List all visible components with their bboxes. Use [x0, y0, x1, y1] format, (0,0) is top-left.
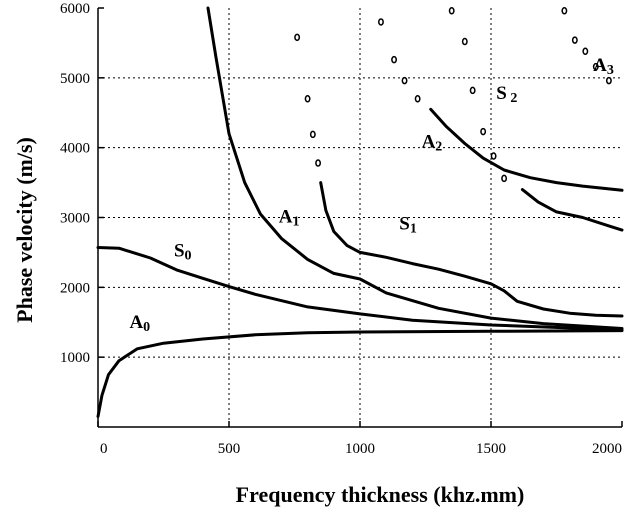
series-label-1: S0 [174, 241, 192, 264]
series-4-line [429, 107, 624, 192]
y-tick-label-4000: 4000 [60, 141, 90, 157]
series-0-line [96, 329, 624, 418]
series-3-line [319, 181, 624, 318]
y-tick-label-5000: 5000 [60, 71, 90, 87]
grid-layer [98, 8, 622, 427]
series-1-line [96, 246, 624, 332]
series-label-6-main: A [593, 55, 607, 76]
x-axis-title: Frequency thickness (khz.mm) [236, 482, 525, 507]
series-layer [96, 6, 624, 418]
series-label-3-sub: 1 [410, 221, 417, 236]
series-label-6-sub: 3 [607, 63, 614, 78]
series-6-point-5 [391, 55, 398, 64]
x-tick-label-500: 500 [218, 441, 241, 457]
series-6-point-12 [490, 152, 497, 160]
series-label-4-main: A [422, 132, 436, 153]
series-6-point-11 [480, 127, 487, 136]
series-label-2-sub: 1 [293, 214, 300, 229]
x-tick-label-2000: 2000 [592, 441, 622, 457]
y-tick-label-6000: 6000 [60, 1, 90, 17]
x-tick-label-1500: 1500 [476, 441, 506, 457]
series-label-2-main: A [279, 206, 293, 227]
series-6-point-15 [571, 36, 578, 44]
series-6-point-13 [501, 174, 508, 183]
series-label-5: S 2 [496, 83, 517, 106]
series-label-0-main: A [129, 312, 143, 333]
y-tick-label-2000: 2000 [60, 280, 90, 296]
x-tick-label-1000: 1000 [345, 441, 375, 457]
series-label-6: A3 [593, 55, 614, 78]
series-6-point-0 [294, 33, 301, 42]
series-6-point-3 [315, 159, 322, 167]
series-label-1-main: S [174, 241, 185, 262]
series-6-point-8 [448, 7, 455, 15]
series-label-4-sub: 2 [435, 140, 442, 155]
series-label-5-sub: 2 [507, 91, 518, 106]
series-6-point-10 [469, 86, 476, 95]
y-tick-label-3000: 3000 [60, 211, 90, 227]
series-6-point-18 [605, 76, 612, 85]
series-6-point-16 [582, 47, 589, 56]
series-label-1-sub: 0 [185, 249, 192, 264]
series-2-line [206, 6, 624, 330]
series-5-line [520, 188, 624, 232]
axes-layer: 1000 2000 3000 4000 5000 6000 0 500 1000 1500 2000 [60, 1, 623, 457]
series-label-3-main: S [399, 213, 410, 234]
series-label-4: A2 [422, 132, 443, 155]
x-tick-label-0: 0 [100, 441, 108, 457]
series-6-point-2 [309, 130, 316, 139]
y-tick-label-1000: 1000 [60, 350, 90, 366]
series-6-point-14 [561, 7, 568, 15]
series-6-point-17 [592, 62, 599, 71]
series-label-5-main: S [496, 83, 507, 104]
series-6-point-1 [304, 95, 311, 103]
series-6-point-9 [461, 37, 468, 46]
series-6-point-4 [378, 18, 384, 26]
series-6-point-7 [414, 95, 421, 103]
series-label-2: A1 [279, 206, 300, 229]
series-label-3: S1 [399, 213, 417, 236]
series-6-point-6 [401, 76, 408, 85]
series-label-0: A0 [129, 312, 150, 335]
y-axis-title: Phase velocity (m/s) [12, 137, 37, 323]
series-label-0-sub: 0 [143, 320, 150, 335]
